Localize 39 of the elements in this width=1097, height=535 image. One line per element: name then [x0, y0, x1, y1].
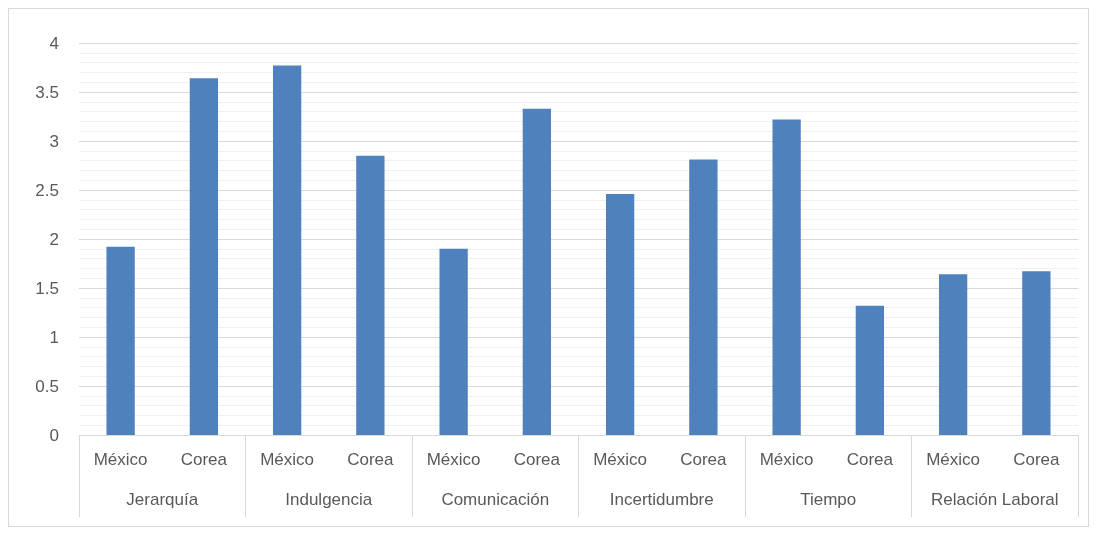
x-tick-label: Corea	[1013, 450, 1061, 469]
x-tick-label: Corea	[180, 450, 228, 469]
bar	[439, 248, 468, 435]
y-tick-label: 2	[49, 229, 59, 249]
x-tick-label: México	[759, 450, 814, 469]
y-tick-label: 2.5	[35, 180, 59, 200]
bar	[772, 119, 801, 435]
bar	[106, 246, 135, 435]
text: Relación Laboral	[930, 490, 1059, 509]
bar	[356, 155, 385, 435]
text: Comunicación	[441, 490, 550, 509]
bar	[189, 78, 219, 435]
y-tick-label: 4	[49, 33, 59, 53]
bar	[938, 274, 968, 435]
x-tick-label: Corea	[513, 450, 561, 469]
bar	[689, 159, 718, 435]
x-tick-label: México	[926, 450, 981, 469]
x-tick-label: Corea	[680, 450, 728, 469]
x-tick-label: México	[426, 450, 481, 469]
x-tick-label: México	[593, 450, 648, 469]
x-tick-label: México	[260, 450, 315, 469]
bar	[1022, 271, 1051, 435]
text: Indulgencia	[285, 490, 373, 509]
x-tick-label: Corea	[846, 450, 894, 469]
bar	[522, 108, 552, 435]
text: Incertidumbre	[609, 490, 714, 509]
x-tick-label: México	[93, 450, 148, 469]
text: Jerarquía	[126, 490, 199, 509]
text: Tiempo	[800, 490, 857, 509]
bar	[605, 193, 635, 435]
y-tick-label: 1.5	[35, 278, 59, 298]
y-tick-label: 3	[49, 131, 59, 151]
y-tick-label: 1	[49, 327, 59, 347]
x-tick-label: Corea	[347, 450, 395, 469]
bar	[272, 65, 302, 435]
y-tick-label: 3.5	[35, 82, 59, 102]
y-tick-label: 0.5	[35, 376, 59, 396]
bar	[855, 305, 885, 435]
y-tick-label: 0	[49, 425, 59, 445]
